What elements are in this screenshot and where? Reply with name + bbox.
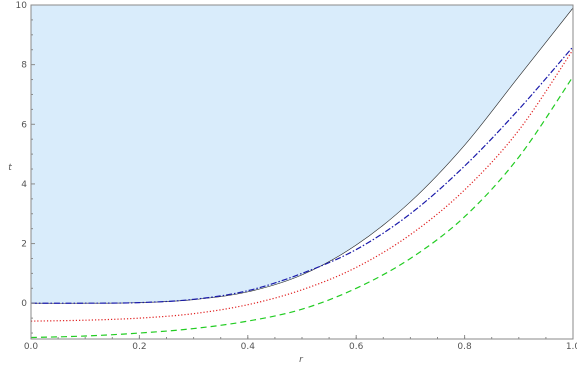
x-tick-label: 0.0: [24, 342, 39, 352]
shaded-region: [31, 5, 573, 304]
series-dotted-line: [31, 49, 573, 322]
x-axis-label: r: [299, 355, 304, 365]
axes: 0.0 0.2 0.4 0.6 0.8 1.0 0 2 4 6 8 10: [16, 1, 577, 352]
x-tick-label: 0.6: [349, 342, 364, 352]
series-dash-dot-line: [31, 46, 573, 304]
x-tick-label: 1.0: [566, 342, 577, 352]
x-tick-label: 0.2: [132, 342, 146, 352]
y-tick-label: 6: [21, 120, 27, 130]
y-tick-label: 0: [21, 299, 27, 309]
y-tick-label: 2: [21, 240, 27, 250]
series-dashed-line: [31, 76, 573, 339]
x-tick-label: 0.4: [241, 342, 256, 352]
y-axis-label: t: [8, 163, 12, 173]
x-tick-label: 0.8: [457, 342, 472, 352]
y-tick-label: 10: [16, 1, 28, 11]
y-tick-label: 4: [21, 180, 27, 190]
plot-area: [31, 5, 573, 339]
y-tick-label: 8: [21, 61, 27, 71]
